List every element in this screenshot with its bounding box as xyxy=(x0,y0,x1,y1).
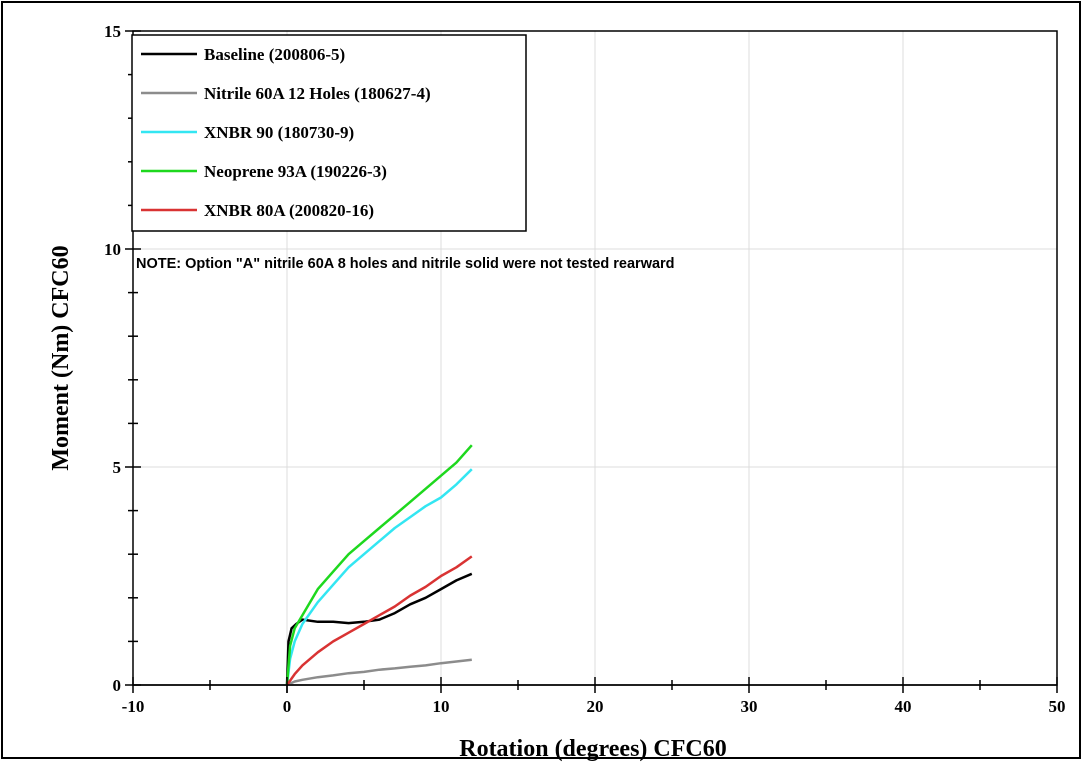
x-tick-label: 30 xyxy=(741,697,758,716)
x-axis-label: Rotation (degrees) CFC60 xyxy=(459,736,727,762)
y-tick-label: 0 xyxy=(113,676,122,695)
y-tick-label: 15 xyxy=(104,22,121,41)
series-line-3 xyxy=(285,468,473,686)
series-line-2 xyxy=(286,658,472,687)
y-axis-label: Moment (Nm) CFC60 xyxy=(48,245,74,470)
series-line-4 xyxy=(285,444,473,686)
legend-label: Baseline (200806-5) xyxy=(204,45,345,64)
x-tick-label: 10 xyxy=(433,697,450,716)
y-tick-label: 5 xyxy=(113,458,122,477)
legend-label: Nitrile 60A 12 Holes (180627-4) xyxy=(204,84,431,103)
series-line-1 xyxy=(285,572,473,686)
legend-label: XNBR 80A (200820-16) xyxy=(204,201,374,220)
x-tick-label: 20 xyxy=(587,697,604,716)
axes xyxy=(125,30,1058,693)
chart-note: NOTE: Option "A" nitrile 60A 8 holes and… xyxy=(136,256,675,272)
x-tick-label: 50 xyxy=(1049,697,1066,716)
y-tick-label: 10 xyxy=(104,240,121,259)
legend: Baseline (200806-5) Nitrile 60A 12 Holes … xyxy=(131,34,527,232)
x-tick-label: 40 xyxy=(895,697,912,716)
x-tick-label: -10 xyxy=(122,697,145,716)
legend-label: Neoprene 93A (190226-3) xyxy=(204,162,387,181)
series-line-5 xyxy=(285,555,473,686)
series-layer xyxy=(285,444,473,687)
legend-box xyxy=(131,34,527,232)
x-tick-label: 0 xyxy=(283,697,292,716)
legend-label: XNBR 90 (180730-9) xyxy=(204,123,354,142)
